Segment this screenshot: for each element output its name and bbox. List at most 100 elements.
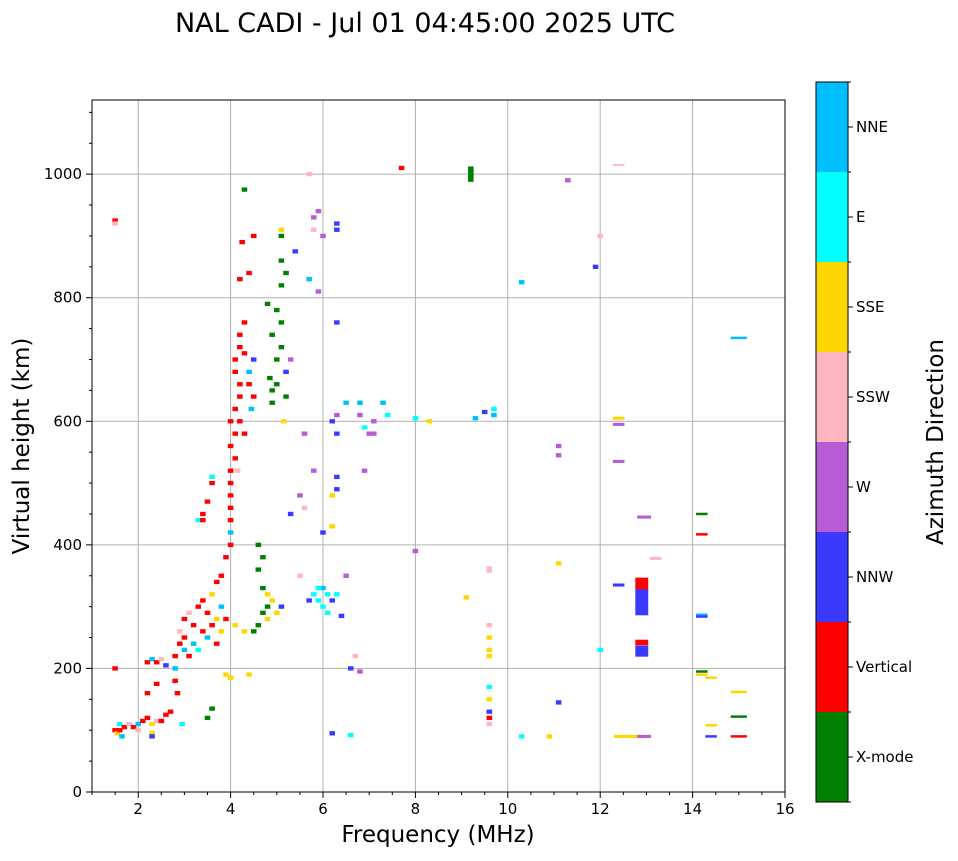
data-point-nnw bbox=[592, 264, 599, 269]
data-point-x-mode bbox=[274, 357, 280, 362]
data-point-vertical bbox=[241, 320, 248, 325]
x-axis-ticks: 2 4 6 8 10 12 14 16 bbox=[91, 792, 795, 818]
data-point-sse bbox=[730, 690, 747, 694]
data-point-vertical bbox=[227, 493, 234, 498]
data-point-x-mode bbox=[696, 512, 708, 516]
data-point-vertical bbox=[153, 681, 160, 687]
data-point-e bbox=[412, 416, 419, 421]
data-point-sse bbox=[264, 592, 271, 597]
data-point-x-mode bbox=[468, 166, 474, 182]
data-point-vertical bbox=[144, 715, 151, 721]
data-point-e bbox=[209, 474, 215, 480]
data-point-sse bbox=[329, 524, 336, 529]
data-point-vertical bbox=[227, 468, 234, 473]
data-point-nne bbox=[135, 721, 141, 727]
data-point-vertical bbox=[163, 712, 169, 717]
data-point-nnw bbox=[334, 487, 340, 492]
data-point-ssw bbox=[301, 505, 308, 510]
data-point-nnw bbox=[278, 604, 285, 609]
data-point-x-mode bbox=[264, 301, 271, 307]
x-tick-label: 14 bbox=[683, 800, 702, 818]
data-point-x-mode bbox=[264, 604, 271, 609]
data-point-e bbox=[334, 592, 340, 597]
data-point-x-mode bbox=[267, 375, 273, 381]
data-point-sse bbox=[232, 623, 238, 628]
y-tick-label: 600 bbox=[53, 412, 82, 430]
colorbar-tick-label: Vertical bbox=[856, 658, 912, 676]
data-point-x-mode bbox=[274, 307, 280, 313]
plot-frame bbox=[91, 99, 786, 793]
data-point-w bbox=[555, 443, 562, 449]
data-point-vertical bbox=[246, 270, 252, 276]
data-point-e bbox=[597, 647, 603, 653]
data-point-nnw bbox=[283, 369, 289, 375]
data-point-nne bbox=[696, 613, 708, 616]
data-point-nnw bbox=[306, 598, 312, 603]
data-point-ssw bbox=[158, 656, 165, 662]
data-point-nne bbox=[172, 666, 178, 671]
data-point-sse bbox=[614, 734, 642, 738]
data-point-vertical bbox=[167, 709, 174, 714]
colorbar-frame bbox=[815, 81, 849, 803]
data-point-sse bbox=[209, 592, 215, 597]
data-point-vertical bbox=[696, 533, 708, 536]
data-point-vertical bbox=[250, 233, 257, 239]
colorbar-swatch bbox=[816, 712, 848, 802]
data-point-vertical bbox=[190, 623, 197, 628]
data-point-ssw bbox=[597, 233, 603, 239]
data-point-vertical bbox=[213, 579, 220, 585]
data-point-w bbox=[371, 431, 377, 436]
data-point-ssw bbox=[310, 227, 317, 232]
colorbar-tick-label: X-mode bbox=[856, 748, 913, 766]
data-point-vertical bbox=[227, 505, 234, 510]
data-point-sse bbox=[269, 598, 275, 603]
data-point-e bbox=[310, 592, 317, 597]
data-point-nnw bbox=[705, 735, 717, 738]
colorbar-tick-label: SSE bbox=[856, 298, 885, 316]
data-point-w bbox=[310, 215, 317, 220]
data-point-sse bbox=[274, 610, 280, 615]
data-point-w bbox=[555, 453, 562, 458]
data-point-w bbox=[315, 209, 322, 214]
data-point-vertical bbox=[227, 419, 234, 424]
data-point-nnw bbox=[635, 645, 649, 657]
data-point-x-mode bbox=[255, 623, 262, 628]
x-tick-label: 10 bbox=[498, 800, 517, 818]
data-point-e bbox=[361, 425, 368, 430]
data-point-sse bbox=[463, 595, 469, 600]
data-point-e bbox=[195, 647, 202, 653]
data-point-nnw bbox=[320, 530, 326, 535]
data-point-x-mode bbox=[269, 400, 275, 405]
data-point-e bbox=[195, 517, 202, 523]
data-point-nnw bbox=[334, 227, 340, 232]
data-point-nnw bbox=[635, 589, 649, 616]
data-point-ssw bbox=[649, 556, 662, 560]
data-point-nne bbox=[227, 530, 234, 535]
y-axis-label: Virtual height (km) bbox=[9, 338, 35, 555]
data-point-x-mode bbox=[278, 283, 285, 288]
chart-title: NAL CADI - Jul 01 04:45:00 2025 UTC bbox=[175, 8, 675, 39]
data-point-ssw bbox=[234, 468, 241, 473]
data-point-e bbox=[384, 412, 391, 418]
data-point-x-mode bbox=[255, 567, 262, 572]
data-point-x-mode bbox=[204, 715, 211, 721]
data-point-w bbox=[310, 468, 317, 473]
colorbar-tick-label: E bbox=[856, 208, 865, 226]
data-point-ssw bbox=[126, 721, 132, 727]
data-point-ssw bbox=[297, 573, 303, 578]
data-point-sse bbox=[546, 734, 553, 739]
data-point-w bbox=[315, 289, 322, 294]
colorbar-swatch bbox=[816, 262, 848, 352]
data-point-nnw bbox=[696, 615, 708, 618]
data-point-sse bbox=[278, 227, 285, 232]
data-point-nnw bbox=[292, 249, 299, 254]
data-point-nnw bbox=[481, 409, 488, 415]
data-point-nnw bbox=[334, 474, 340, 480]
y-tick-label: 400 bbox=[53, 536, 82, 554]
data-point-nnw bbox=[163, 663, 169, 668]
data-point-vertical bbox=[153, 660, 160, 665]
data-point-nnw bbox=[329, 598, 336, 603]
data-point-w bbox=[612, 422, 625, 426]
y-tick-label: 800 bbox=[53, 289, 82, 307]
